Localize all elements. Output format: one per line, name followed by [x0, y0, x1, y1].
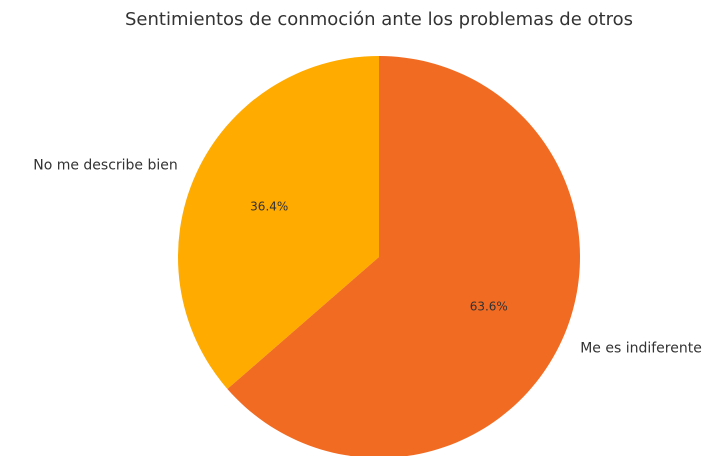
chart-title: Sentimientos de conmoción ante los probl…	[125, 9, 633, 30]
value-label: 63.6%	[470, 299, 508, 313]
value-label: 36.4%	[250, 200, 288, 214]
pie-slice	[227, 56, 580, 456]
slice-label: Me es indiferente	[580, 341, 702, 357]
slice-label: No me describe bien	[33, 157, 178, 173]
pie-slice	[178, 56, 379, 389]
